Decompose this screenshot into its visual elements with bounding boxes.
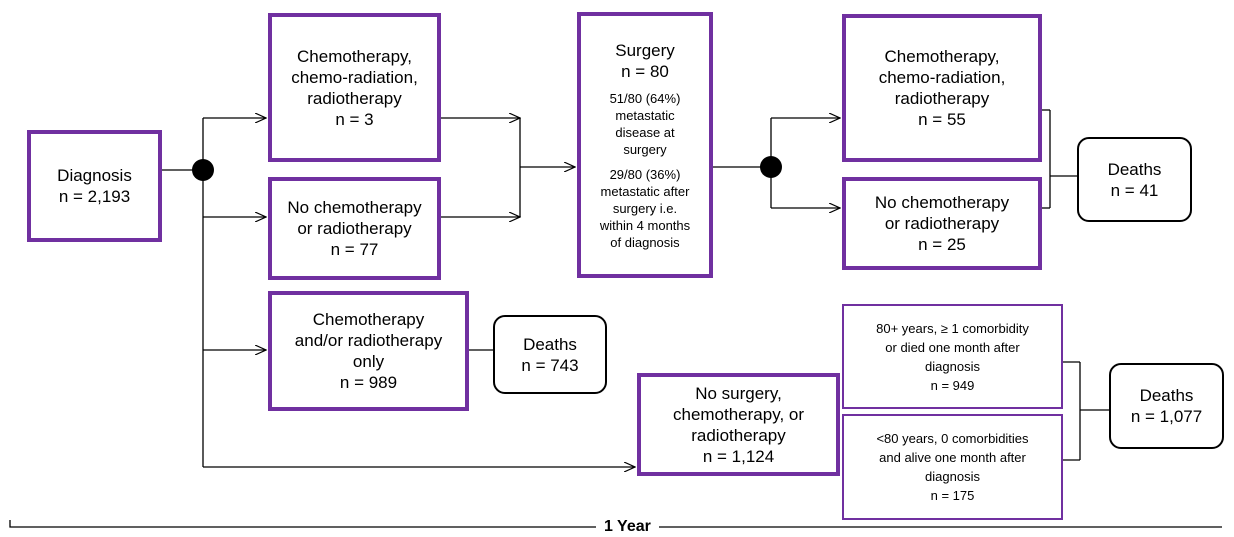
lines <box>9 109 1222 528</box>
note-text: surgery i.e. <box>612 200 678 216</box>
node-text: Surgery <box>615 40 675 60</box>
node-text: and alive one month after <box>879 450 1026 465</box>
node-text: n = 55 <box>918 110 966 129</box>
node-text: radiotherapy <box>894 89 990 108</box>
node-text: No surgery, <box>695 383 782 403</box>
node-text: Deaths <box>1139 386 1194 405</box>
note-text: 51/80 (64%) <box>609 90 681 106</box>
node-text: chemotherapy, or <box>672 404 805 424</box>
note-text: disease at <box>615 124 675 140</box>
deaths-box: Deaths n = 41 <box>1077 137 1192 222</box>
node-box: Chemotherapy, chemo-radiation, radiotherap… <box>268 13 441 162</box>
node-text: and/or radiotherapy <box>294 331 443 350</box>
node-text: radiotherapy <box>691 425 786 445</box>
node-text: n = 3 <box>335 109 374 129</box>
node-text: No chemotherapy <box>287 198 422 217</box>
junction <box>760 156 782 178</box>
note-text: metastatic <box>615 107 675 123</box>
node-text: Chemotherapy <box>312 310 425 329</box>
node-box: No chemotherapy or radiotherapy n = 77 <box>268 177 441 280</box>
node-box: Diagnosis n = 2,193 <box>27 130 162 242</box>
node-text: Deaths <box>523 334 577 354</box>
node-text: radiotherapy <box>307 88 402 108</box>
node-text: or radiotherapy <box>297 219 412 238</box>
node-text: chemo-radiation, <box>878 68 1006 87</box>
node-text: Deaths <box>1107 159 1162 179</box>
node-box: No chemotherapy or radiotherapy n = 25 <box>842 177 1042 270</box>
node-text: diagnosis <box>925 469 980 484</box>
timeline-label: 1 Year <box>596 518 659 536</box>
node-text: n = 989 <box>339 373 398 392</box>
junction <box>192 159 214 181</box>
node-text: or died one month after <box>885 339 1020 355</box>
node-text: n = 1,077 <box>1130 407 1203 426</box>
node-text: diagnosis <box>925 358 980 374</box>
node-text: n = 1,124 <box>702 446 775 466</box>
node-box: Surgery n = 80 51/80 (64%) metastatic diseas… <box>577 12 713 278</box>
deaths-box: Deaths n = 1,077 <box>1109 363 1224 449</box>
note-group: 51/80 (64%) metastatic disease at surgery <box>610 90 681 158</box>
node-text: n = 41 <box>1110 180 1159 200</box>
node-box: 80+ years, ≥ 1 comorbidity or died one mo… <box>842 304 1063 409</box>
node-text: No chemotherapy <box>874 193 1010 212</box>
node-text: n = 949 <box>930 377 975 393</box>
node-text: Chemotherapy, <box>884 47 1000 66</box>
node-text: n = 2,193 <box>58 187 131 206</box>
note-group: 29/80 (36%) metastatic after surgery i.e. w… <box>600 166 690 251</box>
node-text: Diagnosis <box>57 166 132 185</box>
node-text: n = 80 <box>621 61 669 81</box>
node-text: only <box>352 352 385 371</box>
note-text: surgery <box>623 141 667 157</box>
node-text: n = 175 <box>930 488 975 503</box>
node-text: chemo-radiation, <box>291 67 418 87</box>
node-text: or radiotherapy <box>884 214 1000 233</box>
node-box: <80 years, 0 comorbidities and alive one … <box>842 414 1063 520</box>
node-box: Chemotherapy, chemo-radiation, radiotherap… <box>842 14 1042 162</box>
node-text: Chemotherapy, <box>297 46 412 66</box>
node-box: Chemotherapy and/or radiotherapy only n = 9… <box>268 291 469 411</box>
node-text: n = 743 <box>521 355 579 375</box>
node-text: 80+ years, ≥ 1 comorbidity <box>876 320 1029 336</box>
note-text: within 4 months <box>599 217 691 233</box>
node-text: <80 years, 0 comorbidities <box>876 431 1029 446</box>
note-text: 29/80 (36%) <box>609 166 681 182</box>
note-text: of diagnosis <box>610 234 680 250</box>
deaths-box: Deaths n = 743 <box>493 315 607 394</box>
node-text: n = 25 <box>918 235 966 254</box>
note-text: metastatic after <box>600 183 690 199</box>
node-box: No surgery, chemotherapy, or radiotherapy n… <box>637 373 840 476</box>
node-text: n = 77 <box>330 240 379 259</box>
